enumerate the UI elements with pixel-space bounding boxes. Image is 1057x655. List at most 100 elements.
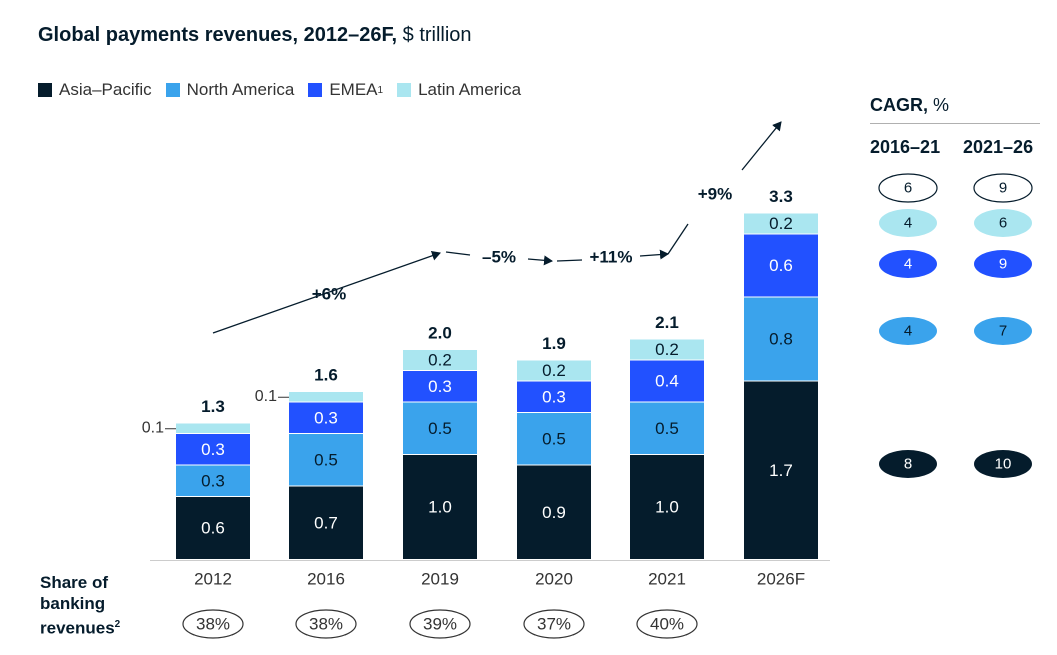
cagr-oval-north-america-2021-26 bbox=[974, 317, 1032, 345]
legend-swatch-asia-pacific bbox=[38, 83, 52, 97]
growth-label-0: +6% bbox=[312, 285, 347, 304]
trend-line-2020-mid bbox=[556, 259, 583, 262]
legend-swatch-latin-america bbox=[397, 83, 412, 97]
legend-item-north-america: North America bbox=[165, 80, 295, 100]
data-label-2019-emea: 0.3 bbox=[428, 377, 452, 396]
legend-label-north-america: North America bbox=[186, 80, 295, 99]
trend-line-2019-mid bbox=[445, 251, 471, 256]
bar-2019-north-america bbox=[403, 402, 477, 454]
bar-2012-latin-america bbox=[176, 423, 250, 433]
data-label-2019-north-america: 0.5 bbox=[428, 419, 452, 438]
cagr-oval-emea-2021-26 bbox=[974, 250, 1032, 278]
legend-swatch-emea bbox=[308, 83, 323, 97]
data-label-2019-asia-pacific: 1.0 bbox=[428, 498, 452, 517]
share-oval-2021 bbox=[636, 609, 698, 639]
data-label-2016-asia-pacific: 0.7 bbox=[314, 513, 338, 532]
bar-2021-latin-america bbox=[630, 339, 704, 360]
bar-2026f-emea bbox=[744, 234, 818, 297]
chart-title: Global payments revenues, 2012–26F, $ tr… bbox=[38, 24, 472, 47]
growth-label-3: +9% bbox=[698, 185, 733, 204]
bar-2016-latin-america bbox=[289, 392, 363, 402]
total-label-2026f: 3.3 bbox=[769, 187, 793, 206]
share-oval-2019 bbox=[409, 609, 471, 639]
data-label-2016-north-america: 0.5 bbox=[314, 450, 338, 469]
chart-title-unit: $ trillion bbox=[402, 24, 472, 46]
bar-2020-asia-pacific bbox=[517, 465, 591, 559]
share-oval-2016 bbox=[295, 609, 357, 639]
data-label-2012-asia-pacific: 0.6 bbox=[201, 519, 225, 538]
bar-2021-asia-pacific bbox=[630, 455, 704, 559]
cagr-oval-north-america-2016-21 bbox=[879, 317, 937, 345]
share-label-text: Share of banking revenues bbox=[40, 573, 115, 638]
cagr-value-emea-2016-21: 4 bbox=[904, 256, 912, 273]
cagr-oval-latin-america-2016-21 bbox=[879, 209, 937, 237]
bar-2021-north-america bbox=[630, 402, 704, 454]
total-label-2016: 1.6 bbox=[314, 366, 338, 385]
cagr-value-latin-america-2016-21: 4 bbox=[904, 215, 912, 232]
cagr-value-latin-america-2021-26: 6 bbox=[999, 215, 1007, 232]
trend-line-2021-mid bbox=[667, 223, 689, 255]
share-oval-2020 bbox=[523, 609, 585, 639]
legend-item-asia-pacific: Asia–Pacific bbox=[38, 80, 152, 100]
data-label-2026f-emea: 0.6 bbox=[769, 256, 793, 275]
total-label-2020: 1.9 bbox=[542, 334, 566, 353]
share-value-2019: 39% bbox=[423, 615, 457, 634]
share-value-2021: 40% bbox=[650, 615, 684, 634]
data-label-2021-asia-pacific: 1.0 bbox=[655, 498, 679, 517]
data-label-2021-emea: 0.4 bbox=[655, 372, 679, 391]
legend-label-asia-pacific: Asia–Pacific bbox=[59, 80, 152, 99]
data-label-2026f-latin-america: 0.2 bbox=[769, 214, 793, 233]
share-value-2016: 38% bbox=[309, 615, 343, 634]
cagr-value-asia-pacific-2016-21: 8 bbox=[904, 456, 912, 473]
cagr-title-text: CAGR, bbox=[870, 95, 928, 115]
data-label-2012-latin-america: 0.1 bbox=[142, 419, 164, 436]
data-label-2021-latin-america: 0.2 bbox=[655, 340, 679, 359]
cagr-value-total-2021-26: 9 bbox=[999, 180, 1007, 197]
data-label-2012-emea: 0.3 bbox=[201, 440, 225, 459]
data-label-2016-emea: 0.3 bbox=[314, 408, 338, 427]
cagr-value-north-america-2021-26: 7 bbox=[999, 323, 1007, 340]
cagr-column-header-2021-26: 2021–26 bbox=[963, 137, 1034, 157]
data-label-2026f-north-america: 0.8 bbox=[769, 330, 793, 349]
cagr-value-emea-2021-26: 9 bbox=[999, 256, 1007, 273]
data-label-2020-north-america: 0.5 bbox=[542, 429, 566, 448]
legend-item-emea: EMEA 1 bbox=[308, 80, 383, 100]
trend-arrow-2019-2020 bbox=[527, 255, 553, 266]
x-tick-label-2019: 2019 bbox=[421, 570, 459, 589]
cagr-oval-total-2021-26 bbox=[973, 173, 1033, 203]
cagr-oval-latin-america-2021-26 bbox=[974, 209, 1032, 237]
bar-2012-emea bbox=[176, 434, 250, 465]
legend-footnote-emea: 1 bbox=[377, 84, 384, 96]
bar-2019-asia-pacific bbox=[403, 455, 477, 559]
legend-item-latin-america: Latin America bbox=[397, 80, 521, 100]
total-label-2021: 2.1 bbox=[655, 313, 679, 332]
bar-2016-north-america bbox=[289, 434, 363, 486]
cagr-divider bbox=[870, 123, 1040, 124]
bar-2020-latin-america bbox=[517, 360, 591, 381]
data-label-2012-north-america: 0.3 bbox=[201, 471, 225, 490]
share-oval-2012 bbox=[182, 609, 244, 639]
legend: Asia–Pacific North America EMEA 1 Latin A… bbox=[38, 80, 535, 100]
cagr-value-total-2016-21: 6 bbox=[904, 180, 912, 197]
share-value-2020: 37% bbox=[537, 615, 571, 634]
bar-2012-asia-pacific bbox=[176, 497, 250, 559]
x-tick-label-2016: 2016 bbox=[307, 570, 345, 589]
trend-arrow-2020-2021 bbox=[639, 249, 669, 260]
data-label-2026f-asia-pacific: 1.7 bbox=[769, 461, 793, 480]
x-tick-label-2021: 2021 bbox=[648, 570, 686, 589]
data-label-2019-latin-america: 0.2 bbox=[428, 351, 452, 370]
data-label-2021-north-america: 0.5 bbox=[655, 419, 679, 438]
trend-arrow-2012-2019 bbox=[212, 250, 441, 334]
cagr-title-unit: % bbox=[933, 95, 950, 115]
legend-swatch-north-america bbox=[165, 83, 180, 97]
bar-2026f-north-america bbox=[744, 297, 818, 381]
growth-label-1: –5% bbox=[482, 248, 516, 267]
bar-2016-emea bbox=[289, 402, 363, 433]
share-label: Share of banking revenues2 bbox=[40, 572, 160, 639]
legend-label-latin-america: Latin America bbox=[418, 80, 522, 99]
cagr-oval-total-2016-21 bbox=[878, 173, 938, 203]
cagr-column-header-2016-21: 2016–21 bbox=[870, 137, 941, 157]
cagr-value-asia-pacific-2021-26: 10 bbox=[995, 456, 1012, 473]
cagr-title: CAGR, % bbox=[870, 95, 949, 116]
